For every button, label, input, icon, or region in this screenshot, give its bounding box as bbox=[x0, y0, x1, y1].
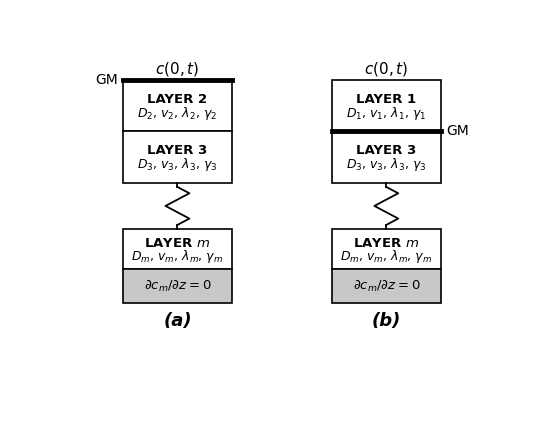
Text: $D_3$, $v_3$, $\lambda_3$, $\gamma_3$: $D_3$, $v_3$, $\lambda_3$, $\gamma_3$ bbox=[138, 156, 218, 173]
Bar bbox=[123, 80, 232, 131]
Text: LAYER 3: LAYER 3 bbox=[356, 144, 416, 157]
Bar bbox=[332, 131, 441, 182]
Text: LAYER 2: LAYER 2 bbox=[147, 93, 207, 106]
Text: $\partial c_m/\partial z = 0$: $\partial c_m/\partial z = 0$ bbox=[144, 278, 211, 293]
Text: $c(0,t)$: $c(0,t)$ bbox=[155, 59, 200, 78]
Bar bbox=[332, 80, 441, 131]
Bar bbox=[123, 230, 232, 270]
Text: GM: GM bbox=[95, 73, 118, 87]
Text: $D_3$, $v_3$, $\lambda_3$, $\gamma_3$: $D_3$, $v_3$, $\lambda_3$, $\gamma_3$ bbox=[346, 156, 426, 173]
Text: $c(0,t)$: $c(0,t)$ bbox=[364, 59, 409, 78]
Text: LAYER $m$: LAYER $m$ bbox=[353, 237, 420, 250]
Text: $D_1$, $v_1$, $\lambda_1$, $\gamma_1$: $D_1$, $v_1$, $\lambda_1$, $\gamma_1$ bbox=[346, 105, 426, 122]
Bar bbox=[332, 270, 441, 303]
Bar bbox=[123, 270, 232, 303]
Text: $D_2$, $v_2$, $\lambda_2$, $\gamma_2$: $D_2$, $v_2$, $\lambda_2$, $\gamma_2$ bbox=[138, 105, 217, 122]
Text: (b): (b) bbox=[372, 312, 401, 329]
Text: LAYER 3: LAYER 3 bbox=[147, 144, 207, 157]
Text: LAYER $m$: LAYER $m$ bbox=[144, 237, 211, 250]
Text: $\partial c_m/\partial z = 0$: $\partial c_m/\partial z = 0$ bbox=[353, 278, 420, 293]
Bar bbox=[332, 230, 441, 270]
Bar bbox=[123, 131, 232, 182]
Text: $D_m$, $v_m$, $\lambda_m$, $\gamma_m$: $D_m$, $v_m$, $\lambda_m$, $\gamma_m$ bbox=[340, 248, 432, 265]
Text: $D_m$, $v_m$, $\lambda_m$, $\gamma_m$: $D_m$, $v_m$, $\lambda_m$, $\gamma_m$ bbox=[131, 248, 223, 265]
Text: LAYER 1: LAYER 1 bbox=[356, 93, 416, 106]
Text: (a): (a) bbox=[163, 312, 192, 329]
Text: GM: GM bbox=[446, 124, 469, 138]
